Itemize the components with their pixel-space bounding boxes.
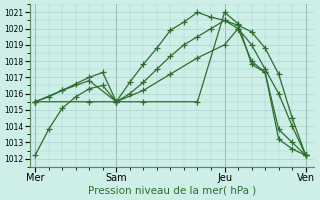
X-axis label: Pression niveau de la mer( hPa ): Pression niveau de la mer( hPa ) [88,186,256,196]
